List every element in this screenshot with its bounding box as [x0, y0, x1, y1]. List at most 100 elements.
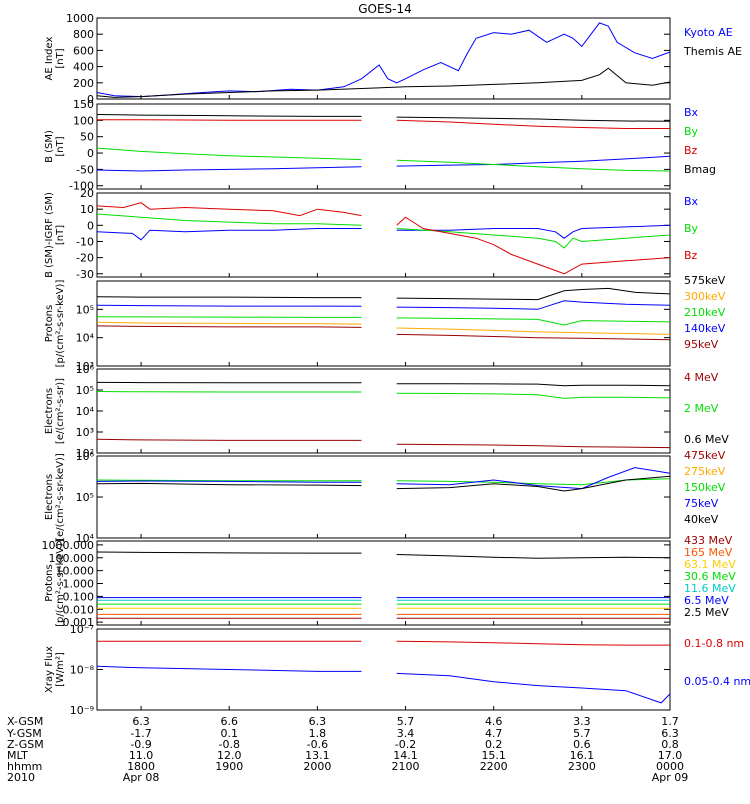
panel-frame: [96, 455, 671, 539]
series-line: [96, 438, 671, 449]
legend-entry: Kyoto AE: [684, 26, 733, 39]
y-tick-label: -50: [76, 163, 94, 176]
y-tick-label: 10⁶: [76, 450, 95, 463]
y-tick-label: 10: [80, 203, 94, 216]
y-tick-label: 1000: [66, 12, 94, 25]
panel-electrons-low: 10⁴ 10⁵ 10⁶ Electrons [e/(cm²-s-sr-keV)] 475k…: [44, 449, 726, 545]
y-tick-label: 10⁻⁹: [70, 704, 94, 717]
legend-entry: 4 MeV: [684, 371, 719, 384]
y-tick-label: 10²: [76, 447, 94, 460]
y-axis-label: [e/(cm²-s-sr-keV)]: [55, 453, 66, 541]
series-line: [96, 316, 671, 326]
series-line: [97, 640, 670, 646]
y-tick-label: 10³: [76, 360, 94, 373]
footer-cell: 5.7: [397, 715, 415, 728]
series-line: [97, 119, 670, 129]
y-axis-label: Protons: [44, 564, 55, 601]
footer-cell: 2100: [392, 760, 420, 773]
legend-entry: 2.5 MeV: [684, 606, 729, 619]
footer-cell: -1.7: [130, 727, 151, 740]
legend-entry: 2 MeV: [684, 402, 719, 415]
footer-row-label: 2010: [7, 771, 35, 784]
footer-cell: 17.0: [658, 749, 683, 762]
y-tick-label: 0.010: [63, 603, 95, 616]
y-tick-label: 10.000: [56, 565, 95, 578]
y-tick-label: 50: [80, 131, 94, 144]
footer-cell: 11.0: [129, 749, 154, 762]
footer-cell: 12.0: [217, 749, 242, 762]
legend-entry: 0.05-0.4 nm: [684, 675, 750, 688]
footer-cell: 0.8: [661, 738, 679, 751]
series-line: [96, 22, 671, 98]
footer-cell: -0.6: [307, 738, 328, 751]
y-tick-label: 0: [87, 219, 94, 232]
legend-entry: 63.1 MeV: [684, 558, 736, 571]
legend-entry: By: [684, 222, 699, 235]
y-axis-label: [nT]: [55, 48, 66, 68]
series-line: [96, 321, 671, 335]
footer-cell: 2000: [303, 760, 331, 773]
footer-cell: 5.7: [573, 727, 591, 740]
footer-cell: 13.1: [305, 749, 330, 762]
footer-cell: 1.7: [661, 715, 679, 728]
y-tick-label: 10⁵: [76, 491, 94, 504]
panel-protons-low: 10³ 10⁴ 10⁵ Protons [p/(cm²-s-sr-keV)] 575keV…: [44, 274, 726, 373]
y-tick-label: 10⁴: [76, 332, 95, 345]
y-axis-label: B (SM)-IGRF (SM): [44, 192, 55, 278]
y-tick-label: 0.001: [63, 616, 95, 629]
legend-entry: Bmag: [684, 163, 716, 176]
series-line: [96, 665, 671, 704]
panel-electrons-high: 10² 10³ 10⁴ 10⁵ 10⁶ Electrons [e/(cm²-s-sr)] 4 …: [44, 363, 729, 460]
series-line: [96, 287, 671, 301]
panel-frame: [96, 540, 671, 626]
footer-cell: 1800: [127, 760, 155, 773]
footer-cell: Apr 08: [123, 771, 160, 784]
legend-entry: 150keV: [684, 481, 726, 494]
footer-cell: 0.1: [220, 727, 238, 740]
legend-entry: By: [684, 125, 699, 138]
footer-cell: 6.3: [661, 727, 679, 740]
legend-entry: Themis AE: [683, 45, 742, 58]
y-axis-label: [e/(cm²-s-sr)]: [55, 378, 66, 444]
footer-row-label: MLT: [7, 749, 28, 762]
legend-entry: Bx: [684, 195, 699, 208]
y-tick-label: 150: [73, 98, 94, 111]
footer-cell: 0.6: [573, 738, 591, 751]
y-tick-label: 10⁶: [76, 363, 95, 376]
footer-cell: 0.2: [485, 738, 503, 751]
legend-entry: 30.6 MeV: [684, 570, 736, 583]
panel-b-sm: -100 -50 0 50 100 150 B (SM) [nT] Bx By Bz Bmag: [44, 98, 716, 193]
legend-entry: Bz: [684, 249, 698, 262]
y-tick-label: 20: [80, 187, 94, 200]
footer-cell: 4.6: [485, 715, 503, 728]
y-axis-label: [W/m²]: [55, 652, 66, 687]
y-axis-label: Electrons: [44, 474, 55, 520]
footer-cell: Apr 09: [652, 771, 689, 784]
y-tick-label: 1000.000: [42, 539, 95, 552]
footer-row-label: hhmm: [7, 760, 42, 773]
series-line: [96, 213, 671, 249]
footer-cell: 3.4: [397, 727, 415, 740]
y-axis-label: Protons: [44, 305, 55, 342]
legend-entry: 575keV: [684, 274, 726, 287]
legend-entry: 40keV: [684, 513, 719, 526]
legend-entry: 165 MeV: [684, 546, 733, 559]
footer-cell: 1.8: [309, 727, 327, 740]
legend-entry: 11.6 MeV: [684, 582, 736, 595]
legend-entry: 275keV: [684, 465, 726, 478]
y-tick-label: 200: [73, 77, 94, 90]
y-tick-label: 10⁵: [76, 303, 94, 316]
y-tick-label: 1.000: [63, 578, 95, 591]
y-axis-label: AE Index: [44, 36, 55, 80]
y-axis-label: [nT]: [55, 225, 66, 245]
footer-cell: -0.8: [218, 738, 239, 751]
footer-cell: 16.1: [570, 749, 595, 762]
y-axis-label: [nT]: [55, 136, 66, 156]
y-axis-label: [p/(cm²-s-sr-keV)]: [55, 280, 66, 368]
series-line: [96, 202, 671, 275]
y-tick-label: 0.100: [63, 590, 95, 603]
y-tick-label: 800: [73, 28, 94, 41]
y-tick-label: 600: [73, 44, 94, 57]
y-tick-label: 10³: [76, 426, 94, 439]
series-line: [96, 67, 671, 98]
